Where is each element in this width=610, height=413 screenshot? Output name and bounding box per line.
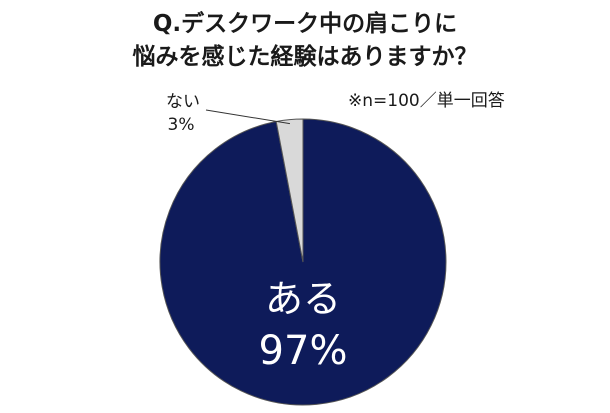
chart-title: Q.デスクワーク中の肩こりに 悩みを感じた経験はありますか？ bbox=[0, 8, 610, 74]
pie-labels: ある 97% ない 3% bbox=[166, 92, 347, 374]
pie-slices bbox=[159, 118, 447, 406]
slice-label-1-value: 3% bbox=[168, 115, 195, 135]
leader-line-1 bbox=[205, 109, 290, 125]
slice-label-1-name: ない bbox=[166, 92, 200, 112]
chart-title-line-1: Q.デスクワーク中の肩こりに bbox=[152, 11, 458, 37]
sample-note: ※n=100／単一回答 bbox=[348, 91, 505, 111]
slice-label-0-name: ある bbox=[265, 277, 341, 321]
chart-title-line-2: 悩みを感じた経験はありますか？ bbox=[132, 44, 478, 70]
slice-label-0-value: 97% bbox=[259, 328, 348, 374]
